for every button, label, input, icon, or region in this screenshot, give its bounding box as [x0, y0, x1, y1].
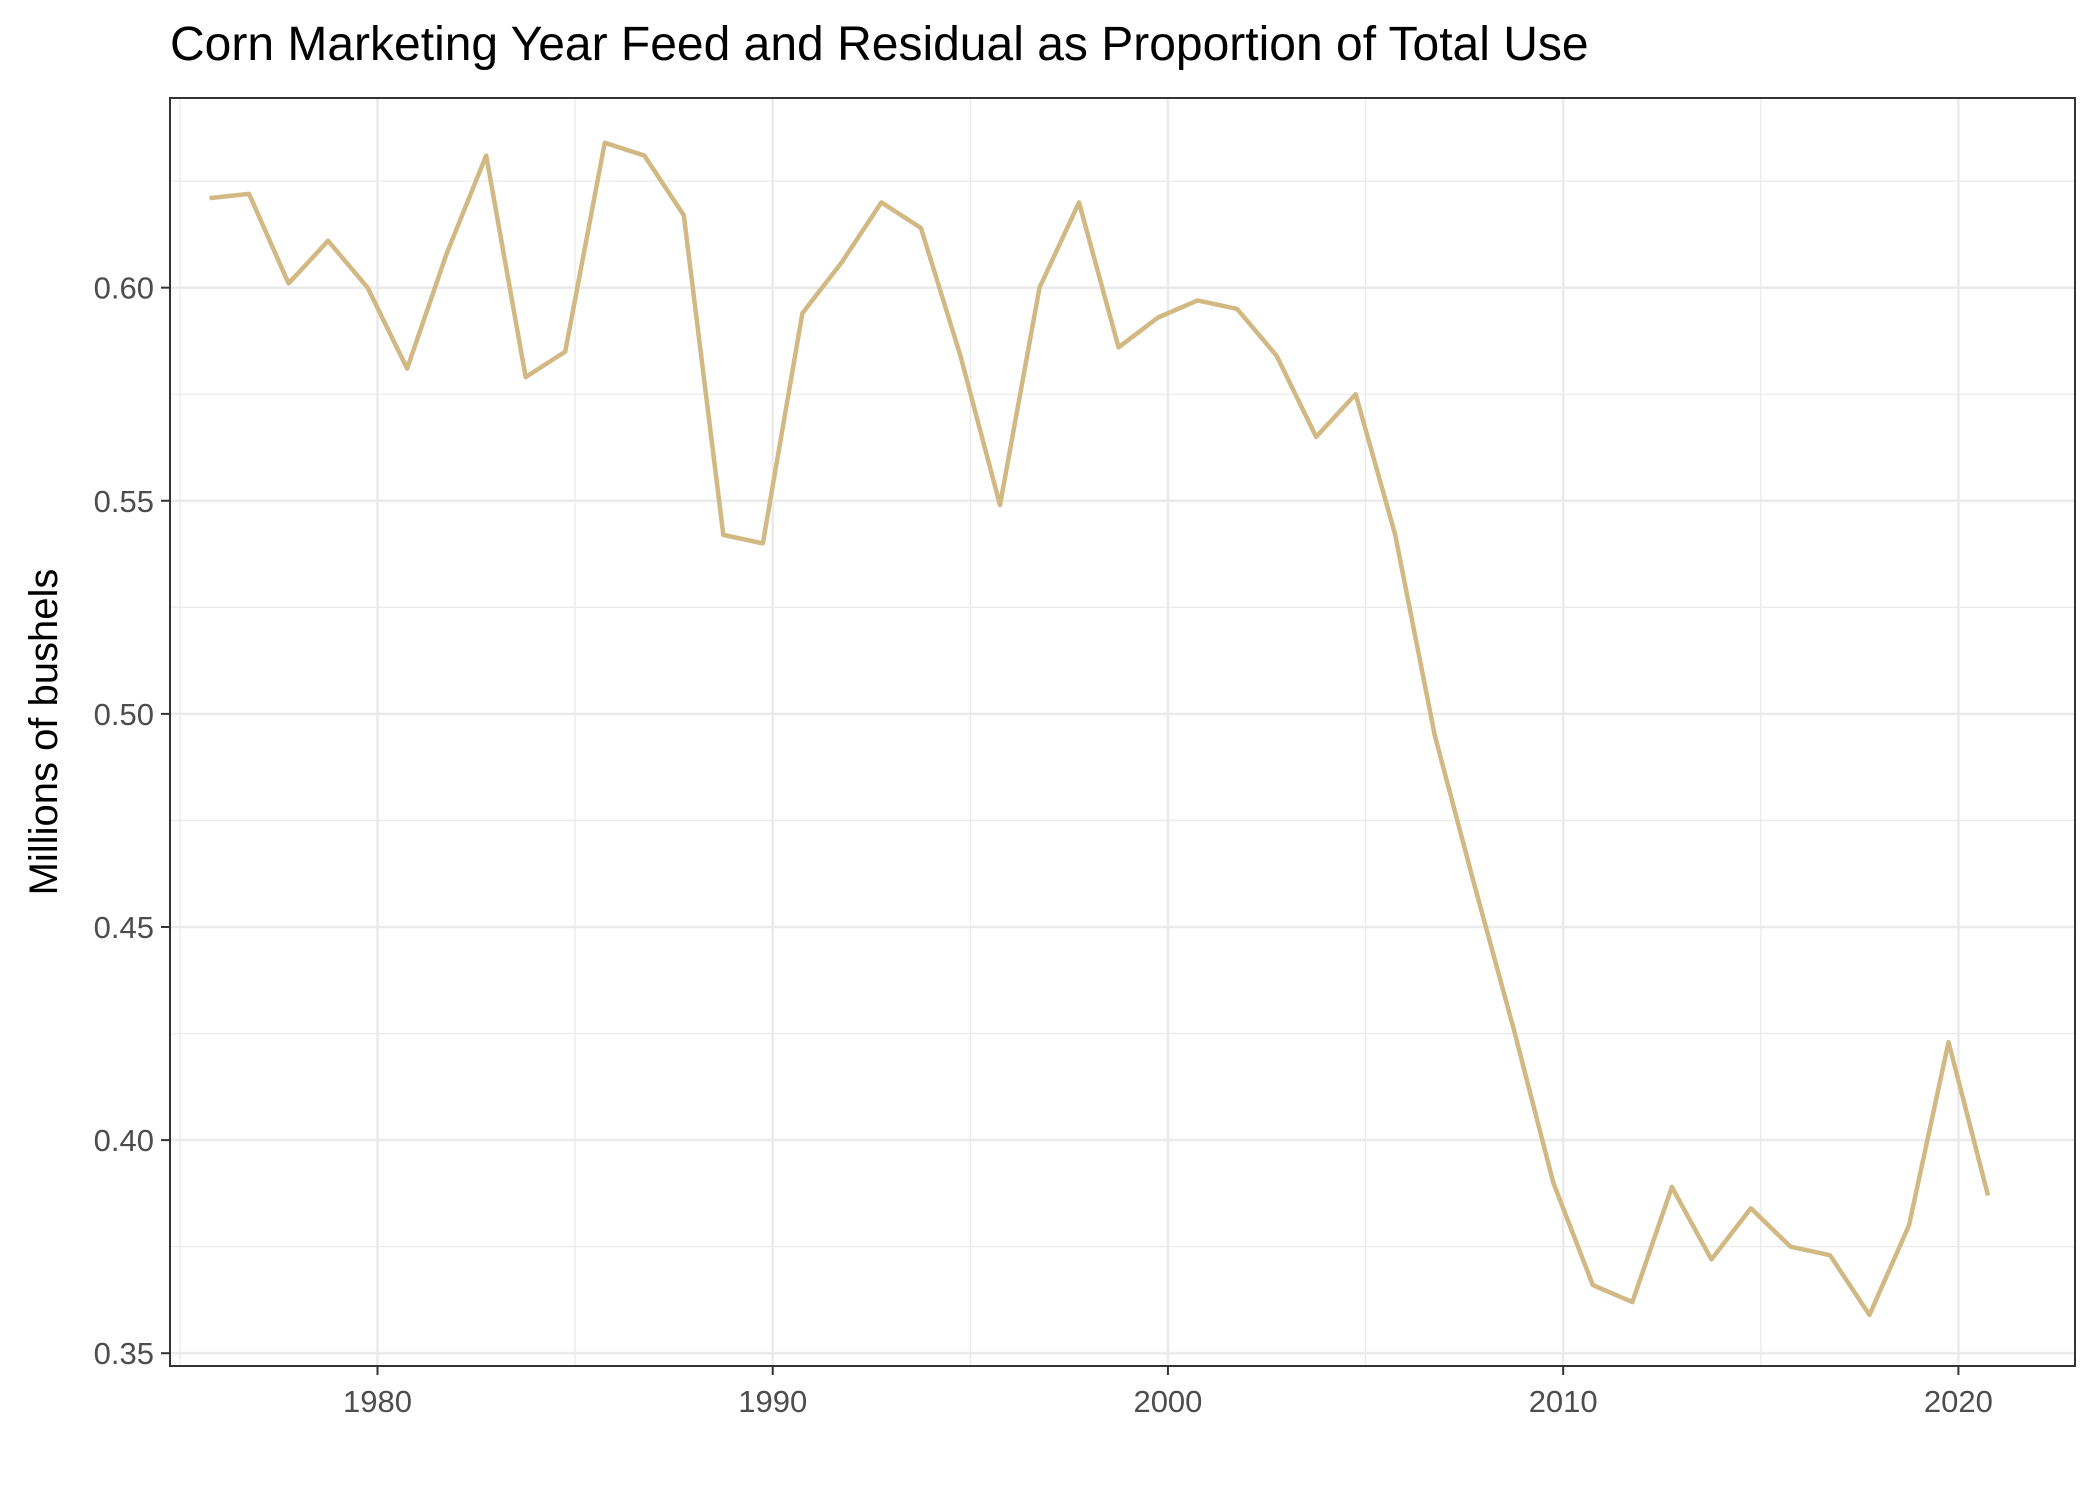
- series-line: [209, 140, 1991, 1318]
- x-tick-label: 2020: [1924, 1384, 1993, 1419]
- y-tick-label: 0.50: [94, 697, 154, 732]
- chart-title: Corn Marketing Year Feed and Residual as…: [170, 18, 1589, 71]
- y-axis: 0.35 0.40 0.45 0.50 0.55 0.60: [94, 271, 170, 1371]
- y-tick-label: 0.60: [94, 271, 154, 306]
- y-tick-label: 0.35: [94, 1336, 154, 1371]
- x-tick-label: 2000: [1133, 1384, 1202, 1419]
- plot-panel-border: [169, 97, 2076, 1367]
- y-tick-label: 0.40: [94, 1123, 154, 1158]
- y-tick-label: 0.55: [94, 484, 154, 519]
- y-tick-label: 0.45: [94, 910, 154, 945]
- x-tick-label: 2010: [1529, 1384, 1598, 1419]
- x-tick-label: 1990: [738, 1384, 807, 1419]
- major-gridlines: [170, 98, 2075, 1366]
- y-axis-title: Millions of bushels: [22, 569, 66, 896]
- x-axis: 1980 1990 2000 2010 2020: [343, 1366, 1993, 1419]
- x-tick-label: 1980: [343, 1384, 412, 1419]
